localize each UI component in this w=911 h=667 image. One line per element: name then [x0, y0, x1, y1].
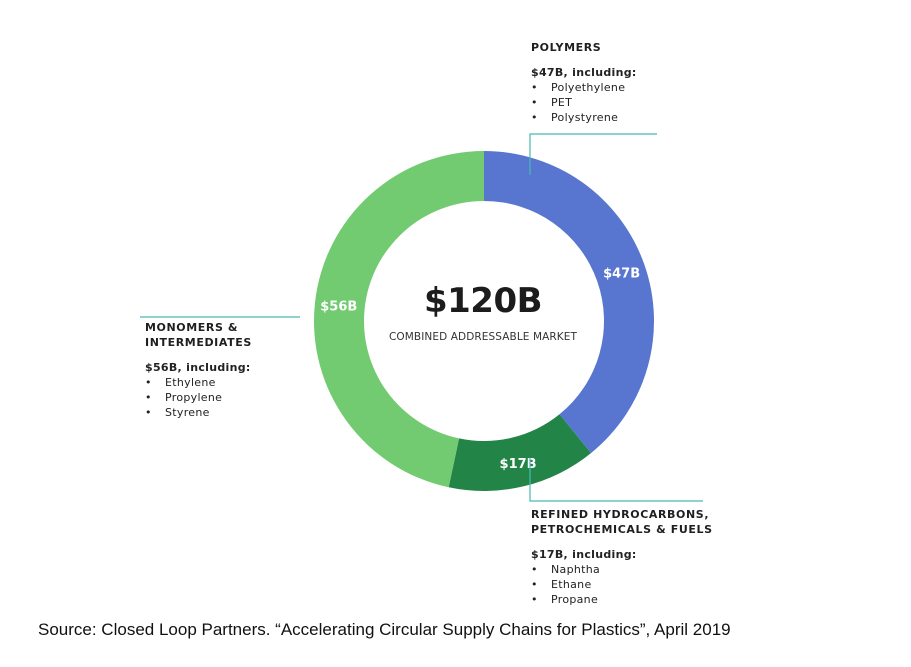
donut-segment-refined-hydrocarbons-petrochemicals-fuels — [448, 414, 591, 491]
bullet-icon: • — [531, 593, 538, 606]
list-item: • Ethane — [531, 577, 713, 592]
bullet-icon: • — [531, 96, 538, 109]
callout-title-line: INTERMEDIATES — [145, 336, 252, 349]
callout-monomers-subtitle: $56B, including: — [145, 361, 251, 374]
segment-labels: $47B $17B $56B — [320, 266, 640, 472]
bullet-icon: • — [531, 578, 538, 591]
callout-title-line: MONOMERS & — [145, 321, 239, 334]
callout-polymers: POLYMERS $47B, including: • Polyethylene … — [531, 40, 637, 125]
callout-monomers-list: • Ethylene • Propylene • Styrene — [145, 375, 252, 420]
segment-value-label: $56B — [320, 300, 357, 315]
callout-refined-title: REFINED HYDROCARBONS, PETROCHEMICALS & F… — [531, 507, 713, 537]
list-item-label: Polystyrene — [551, 111, 619, 124]
list-item-label: Ethane — [551, 578, 592, 591]
list-item: • PET — [531, 95, 637, 110]
list-item: • Styrene — [145, 405, 252, 420]
callout-refined: REFINED HYDROCARBONS, PETROCHEMICALS & F… — [531, 507, 713, 607]
list-item: • Propane — [531, 592, 713, 607]
list-item: • Ethylene — [145, 375, 252, 390]
source-citation: Source: Closed Loop Partners. “Accelerat… — [38, 620, 731, 639]
callout-refined-subtitle: $17B, including: — [531, 548, 637, 561]
callout-monomers: MONOMERS & INTERMEDIATES $56B, including… — [145, 320, 252, 420]
callout-polymers-subtitle: $47B, including: — [531, 66, 637, 79]
callout-title-line: POLYMERS — [531, 41, 602, 54]
callout-polymers-list: • Polyethylene • PET • Polystyrene — [531, 80, 637, 125]
total-market-value: $120B — [423, 281, 543, 321]
total-market-caption: COMBINED ADDRESSABLE MARKET — [388, 331, 578, 343]
list-item-label: Polyethylene — [551, 81, 626, 94]
bullet-icon: • — [531, 563, 538, 576]
bullet-icon: • — [145, 376, 152, 389]
donut-segment-monomers-intermediates — [313, 151, 484, 488]
list-item-label: Styrene — [165, 406, 210, 419]
connector-refined — [529, 458, 703, 502]
segment-value-label: $47B — [603, 266, 640, 281]
callout-title-line: PETROCHEMICALS & FUELS — [531, 523, 713, 536]
donut-segments — [313, 151, 654, 491]
callout-monomers-title: MONOMERS & INTERMEDIATES — [145, 320, 252, 350]
donut-segment-polymers — [484, 151, 654, 454]
connector-polymers — [529, 133, 657, 175]
callout-refined-list: • Naphtha • Ethane • Propane — [531, 562, 713, 607]
bullet-icon: • — [145, 406, 152, 419]
list-item: • Propylene — [145, 390, 252, 405]
list-item: • Polyethylene — [531, 80, 637, 95]
callout-connectors — [140, 133, 703, 502]
bullet-icon: • — [531, 111, 538, 124]
callout-title-line: REFINED HYDROCARBONS, — [531, 508, 710, 521]
segment-value-label: $17B — [500, 457, 537, 472]
bullet-icon: • — [145, 391, 152, 404]
list-item-label: PET — [551, 96, 573, 109]
list-item-label: Ethylene — [165, 376, 216, 389]
list-item: • Polystyrene — [531, 110, 637, 125]
list-item-label: Propylene — [165, 391, 223, 404]
list-item: • Naphtha — [531, 562, 713, 577]
callout-polymers-title: POLYMERS — [531, 40, 637, 55]
list-item-label: Propane — [551, 593, 599, 606]
bullet-icon: • — [531, 81, 538, 94]
list-item-label: Naphtha — [551, 563, 601, 576]
